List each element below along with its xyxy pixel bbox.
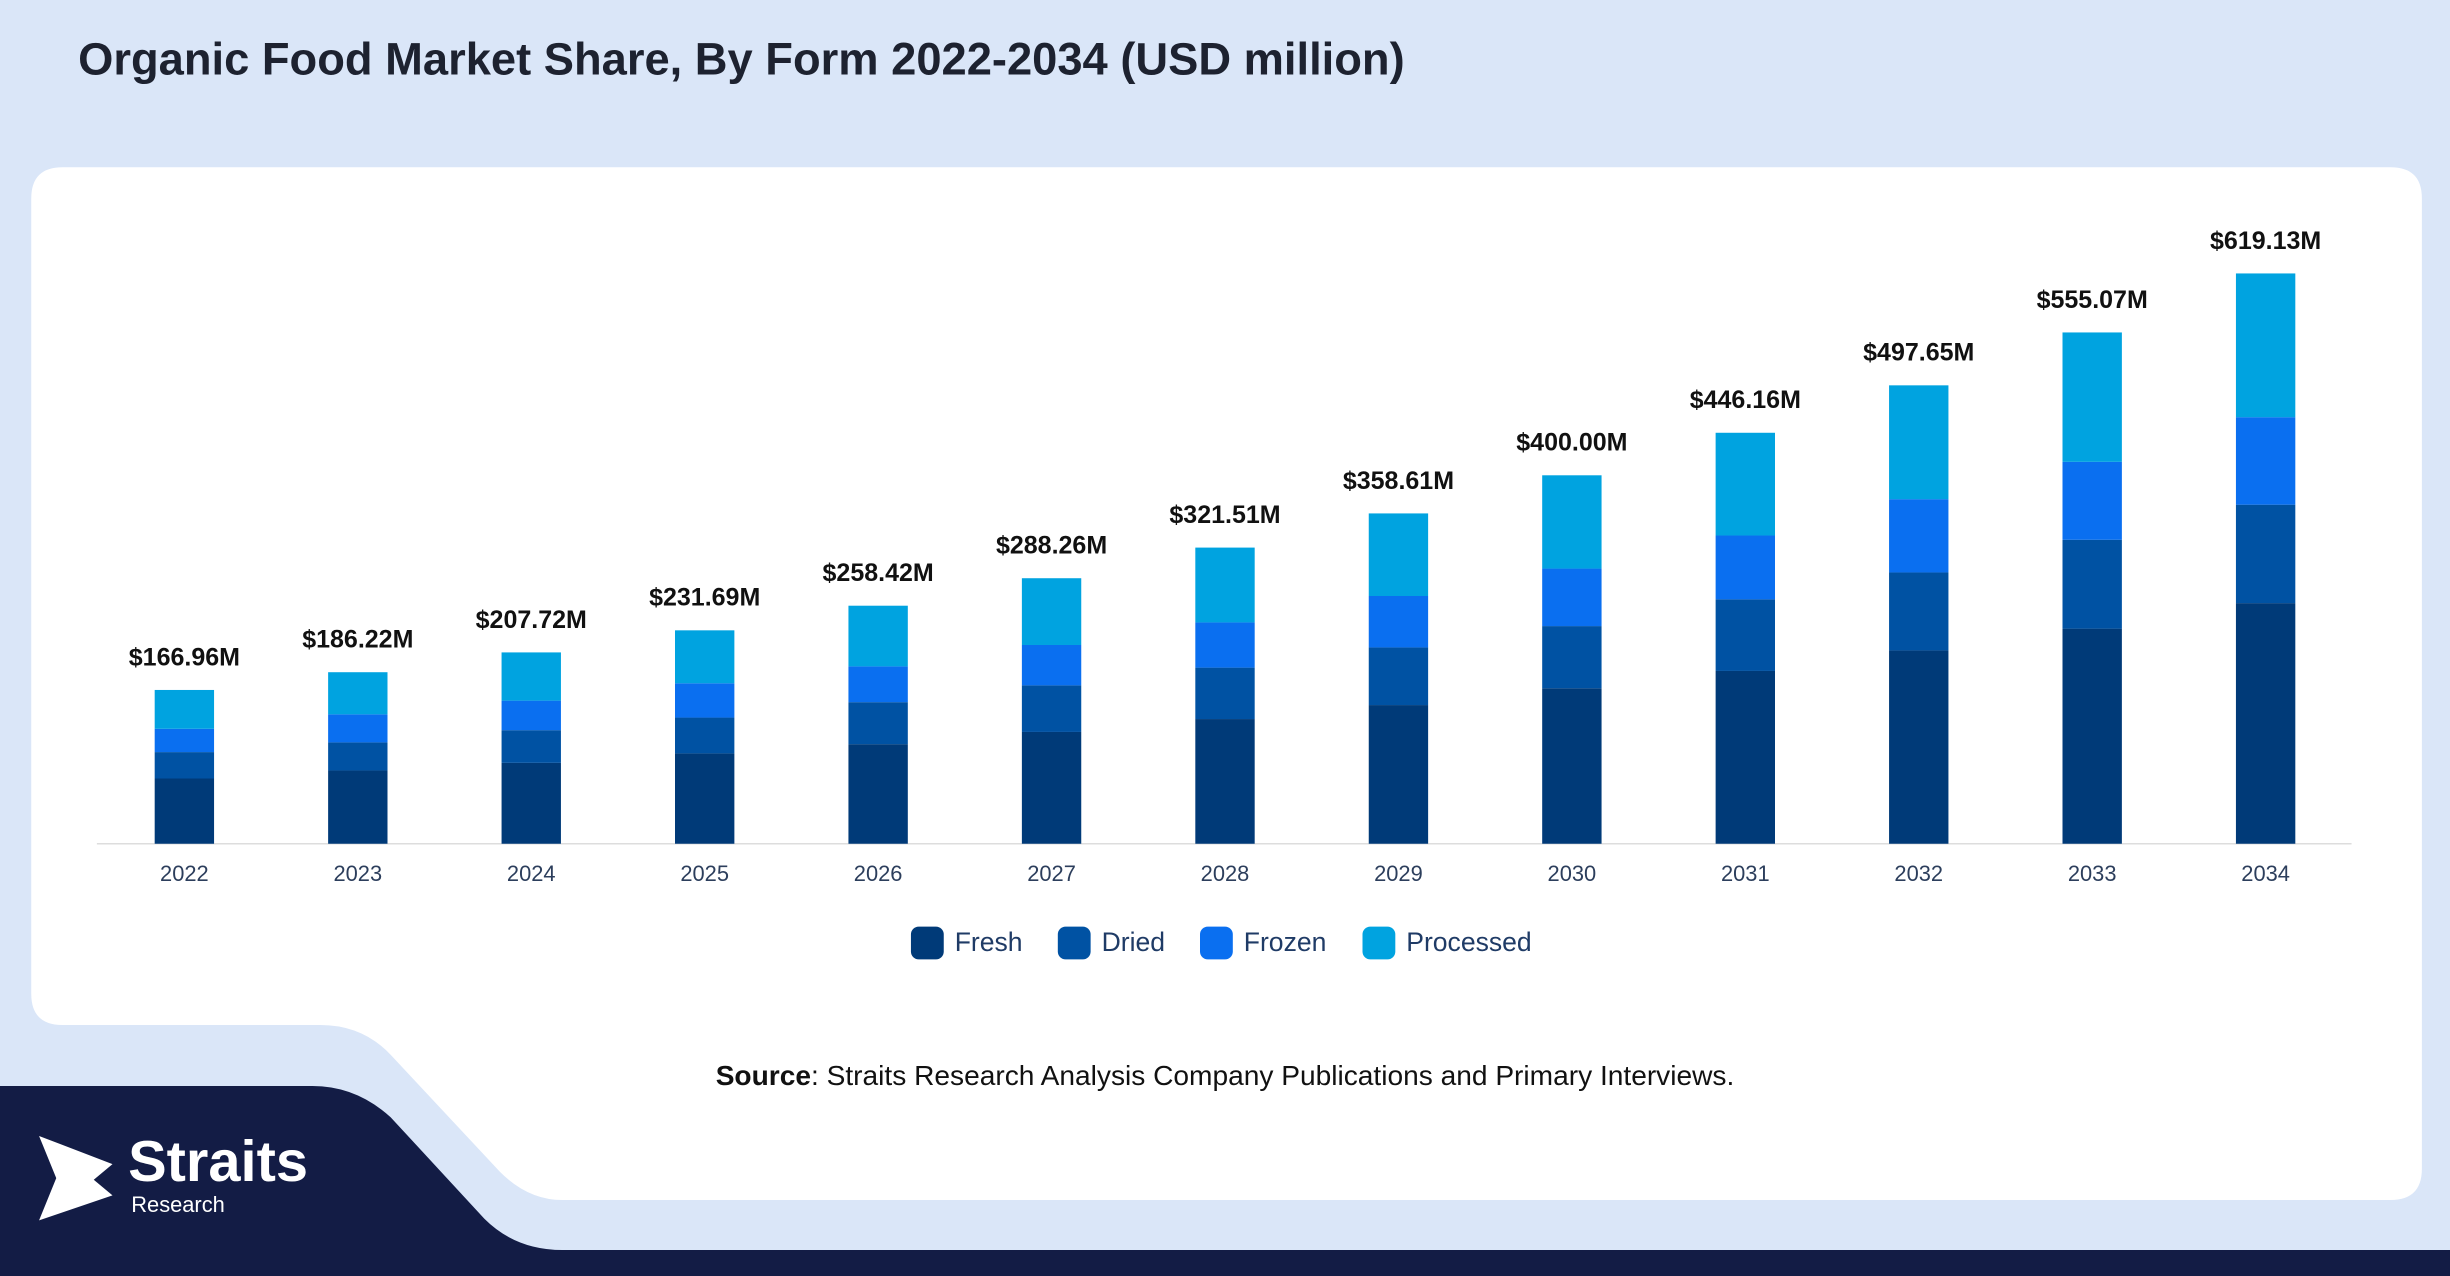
bar-segment	[328, 672, 388, 715]
bar-segment	[154, 689, 215, 729]
x-tick-label: 2026	[854, 861, 903, 886]
bar-segment	[328, 714, 388, 743]
bar-segment	[1715, 599, 1775, 671]
bar-segment	[675, 683, 735, 718]
x-tick-label: 2031	[1721, 861, 1770, 886]
x-tick-label: 2023	[333, 861, 382, 886]
total-label: $446.16M	[1690, 386, 1801, 414]
bar-segment	[1368, 513, 1429, 596]
bar-segment	[1889, 650, 1949, 844]
bar-segment	[1195, 622, 1255, 668]
bar-segment	[1542, 626, 1602, 689]
total-label: $400.00M	[1516, 429, 1627, 457]
total-label: $555.07M	[2037, 286, 2148, 314]
legend-label: Fresh	[955, 927, 1023, 957]
x-tick-label: 2034	[2241, 861, 2290, 886]
bar-segment	[1889, 572, 1949, 651]
bar-segment	[1195, 719, 1255, 844]
x-tick-label: 2029	[1374, 861, 1423, 886]
bar-segment	[154, 778, 215, 844]
x-tick-label: 2028	[1201, 861, 1250, 886]
bar-segment	[1368, 647, 1429, 706]
total-label: $321.51M	[1169, 501, 1280, 529]
bar-segment	[328, 770, 388, 844]
chart-title: Organic Food Market Share, By Form 2022-…	[78, 33, 1405, 84]
source-text: : Straits Research Analysis Company Publ…	[811, 1061, 1734, 1092]
legend-label: Frozen	[1244, 927, 1327, 957]
total-label: $166.96M	[129, 643, 240, 671]
bar-segment	[848, 605, 908, 667]
bar-segment	[1195, 547, 1255, 623]
bar-segment	[2062, 539, 2122, 629]
bar-segment	[1021, 644, 1082, 686]
bar-segment	[675, 630, 735, 684]
bar-segment	[501, 730, 561, 763]
bar-segment	[2235, 603, 2296, 844]
x-tick-label: 2022	[160, 861, 209, 886]
bar-segment	[1889, 385, 1949, 500]
bar-segment	[2062, 628, 2122, 844]
total-label: $288.26M	[996, 532, 1107, 560]
bar-segment	[2062, 332, 2122, 462]
bar-segment	[675, 717, 735, 754]
bar-segment	[1368, 705, 1429, 844]
bar-segment	[848, 702, 908, 745]
x-tick-label: 2030	[1548, 861, 1597, 886]
bar-segment	[328, 742, 388, 771]
total-label: $497.65M	[1863, 339, 1974, 367]
x-tick-label: 2025	[680, 861, 729, 886]
bar-segment	[2235, 417, 2296, 505]
bar-segment	[501, 700, 561, 731]
legend-swatch	[1057, 926, 1091, 960]
bar-segment	[1021, 578, 1082, 645]
total-label: $258.42M	[823, 559, 934, 587]
x-tick-label: 2024	[507, 861, 556, 886]
bar-segment	[2235, 504, 2296, 604]
total-label: $186.22M	[302, 626, 413, 654]
bar-segment	[1368, 595, 1429, 648]
bar-segment	[2235, 273, 2296, 418]
x-tick-label: 2033	[2068, 861, 2117, 886]
bar-segment	[1021, 731, 1082, 844]
legend-swatch	[1200, 926, 1233, 960]
total-label: $231.69M	[649, 584, 760, 612]
bar-segment	[1021, 685, 1082, 732]
x-tick-label: 2032	[1894, 861, 1943, 886]
legend-swatch	[910, 926, 944, 960]
logo-name: Straits	[128, 1130, 308, 1194]
logo-icon	[39, 1135, 113, 1221]
bar-segment	[848, 744, 908, 844]
bar-segment	[1542, 475, 1602, 569]
legend-label: Dried	[1102, 927, 1165, 957]
bar-segment	[1715, 535, 1775, 600]
bar-segment	[154, 752, 215, 779]
bar-segment	[675, 753, 735, 844]
bar-segment	[1542, 568, 1602, 627]
bar-segment	[1542, 688, 1602, 844]
bar-segment	[1195, 667, 1255, 720]
bar-segment	[501, 652, 561, 701]
logo-subtitle: Research	[131, 1192, 225, 1217]
footer-band	[0, 1085, 2450, 1276]
total-label: $358.61M	[1343, 467, 1454, 495]
bar-segment	[2062, 461, 2122, 540]
bar-segment	[1715, 670, 1775, 844]
x-tick-label: 2027	[1027, 861, 1076, 886]
bar-segment	[848, 666, 908, 703]
bar-segment	[154, 728, 215, 753]
source-label: Source	[716, 1061, 811, 1092]
source: Source: Straits Research Analysis Compan…	[716, 1061, 1735, 1092]
legend-swatch	[1362, 926, 1396, 960]
bar-segment	[1715, 432, 1775, 536]
legend-label: Processed	[1406, 927, 1531, 957]
bar-segment	[1889, 499, 1949, 573]
total-label: $619.13M	[2210, 227, 2321, 255]
bar-segment	[501, 762, 561, 844]
total-label: $207.72M	[476, 606, 587, 634]
